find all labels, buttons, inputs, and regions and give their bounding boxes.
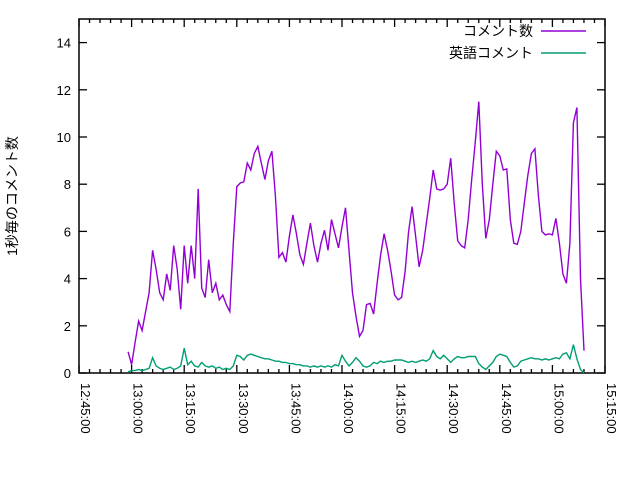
y-tick-labels: 0 2 4 6 8 10 12 14 [57, 36, 71, 381]
y-ticks [79, 41, 605, 374]
x-tick-label: 13:00:00 [131, 383, 146, 434]
y-axis-title: 1秒毎のコメント数 [4, 136, 20, 256]
x-tick-label: 12:45:00 [78, 383, 93, 434]
x-tick-label: 13:30:00 [236, 383, 251, 434]
x-tick-label: 13:15:00 [183, 383, 198, 434]
x-tick-label: 14:45:00 [499, 383, 514, 434]
x-tick-label: 15:15:00 [604, 383, 619, 434]
plot-border [78, 18, 606, 374]
y-tick-label: 4 [64, 272, 71, 287]
comment-count-polyline [127, 101, 585, 365]
x-tick-label: 14:00:00 [341, 383, 356, 434]
y-tick-label: 14 [57, 36, 71, 51]
y-tick-label: 6 [64, 224, 71, 239]
y-tick-label: 12 [57, 83, 71, 98]
y-tick-label: 8 [64, 177, 71, 192]
y-tick-label: 0 [64, 366, 71, 381]
y-tick-label: 2 [64, 319, 71, 334]
x-ticks [78, 19, 606, 373]
x-tick-label: 15:00:00 [551, 383, 566, 434]
legend-label-comment-count: コメント数 [463, 23, 533, 39]
x-tick-label: 13:45:00 [288, 383, 303, 434]
legend: コメント数 英語コメント [449, 23, 586, 61]
x-tick-label: 14:30:00 [446, 383, 461, 434]
x-tick-labels: 12:45:00 13:00:00 13:15:00 13:30:00 13:45:00… [78, 383, 619, 434]
y-tick-label: 10 [57, 130, 71, 145]
series-lines [127, 101, 585, 374]
x-tick-label: 14:15:00 [394, 383, 409, 434]
english-comment-polyline [127, 344, 585, 374]
legend-label-english-comment: 英語コメント [449, 45, 533, 61]
